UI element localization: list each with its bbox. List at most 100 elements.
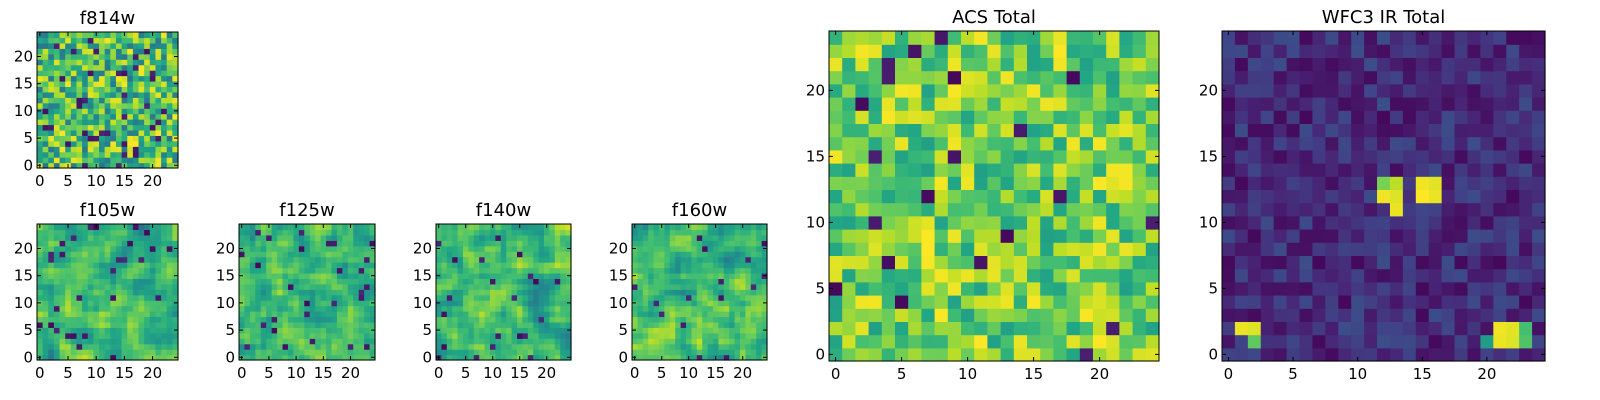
heatmap-cell: [707, 240, 714, 247]
heatmap-cell: [149, 151, 157, 158]
heatmap-cell: [1467, 189, 1481, 204]
heatmap-cell: [87, 224, 94, 231]
heatmap-cell: [1000, 215, 1015, 230]
heatmap-cell: [115, 349, 123, 356]
heatmap-cell: [1260, 347, 1275, 362]
heatmap-cell: [161, 124, 168, 131]
heatmap-cell: [1027, 136, 1041, 151]
heatmap-cell: [260, 289, 267, 296]
heatmap-cell: [691, 338, 698, 345]
heatmap-cell: [1093, 149, 1107, 164]
heatmap-cell: [527, 289, 534, 296]
heatmap-cell: [1066, 268, 1081, 283]
heatmap-cell: [544, 305, 550, 312]
heatmap-cell: [895, 136, 909, 151]
heatmap-cell: [161, 224, 168, 231]
heatmap-cell: [121, 316, 128, 323]
heatmap-cell: [1222, 136, 1236, 151]
heatmap-cell: [565, 316, 572, 323]
heatmap-cell: [104, 349, 111, 356]
heatmap-cell: [1299, 176, 1314, 190]
heatmap-cell: [155, 124, 162, 131]
heatmap-cell: [155, 229, 162, 236]
heatmap-cell: [495, 224, 502, 231]
heatmap-cell: [37, 240, 44, 247]
heatmap-cell: [664, 272, 671, 279]
heatmap-cell: [104, 140, 111, 147]
heatmap-cell: [104, 135, 111, 142]
heatmap-cell: [271, 294, 278, 301]
heatmap-cell: [76, 234, 83, 241]
heatmap-cell: [244, 338, 251, 345]
heatmap-cell: [452, 234, 459, 241]
heatmap-cell: [260, 245, 267, 252]
heatmap-cell: [42, 256, 49, 263]
heatmap-cell: [1467, 347, 1481, 362]
heatmap-cell: [947, 215, 962, 230]
heatmap-cell: [961, 136, 975, 151]
heatmap-cell: [463, 240, 469, 247]
heatmap-cell: [331, 305, 338, 312]
heatmap-cell: [369, 294, 376, 301]
heatmap-cell: [127, 311, 134, 318]
heatmap-cell: [723, 245, 730, 252]
heatmap-cell: [1312, 189, 1326, 204]
heatmap-cell: [65, 267, 72, 274]
heatmap-cell: [452, 251, 459, 258]
heatmap-cell: [680, 272, 687, 279]
heatmap-cell: [1506, 308, 1520, 322]
heatmap-cell: [468, 262, 475, 269]
heatmap-cell: [522, 224, 529, 231]
heatmap-cell: [1053, 31, 1068, 45]
heatmap-cell: [121, 332, 128, 339]
heatmap-cell: [961, 31, 975, 45]
heatmap-cell: [473, 234, 480, 241]
heatmap-cell: [691, 262, 698, 269]
heatmap-cell: [287, 251, 294, 258]
heatmap-cell: [1222, 189, 1236, 204]
heatmap-cell: [255, 311, 262, 318]
heatmap-cell: [1454, 110, 1469, 124]
heatmap-cell: [358, 316, 365, 323]
heatmap-cell: [756, 321, 763, 328]
heatmap-cell: [1053, 229, 1068, 243]
heatmap-cell: [745, 267, 752, 274]
heatmap-cell: [1145, 44, 1160, 58]
heatmap-cell: [702, 321, 709, 328]
heatmap-cell: [315, 300, 322, 307]
heatmap-cell: [1325, 97, 1339, 111]
heatmap-cell: [632, 332, 638, 339]
heatmap-cell: [1234, 44, 1249, 58]
heatmap-cell: [1493, 202, 1507, 217]
heatmap-cell: [560, 332, 567, 339]
heatmap-cell: [549, 224, 556, 231]
heatmap-cell: [127, 349, 134, 356]
heatmap-cell: [65, 294, 72, 301]
heatmap-cell: [1234, 242, 1249, 256]
heatmap-cell: [99, 97, 106, 104]
heatmap-cell: [244, 343, 251, 350]
heatmap-cell: [468, 321, 475, 328]
heatmap-cell: [271, 283, 278, 290]
heatmap-cell: [155, 354, 162, 361]
heatmap-cell: [239, 349, 246, 356]
heatmap-cell: [560, 327, 567, 334]
heatmap-cell: [138, 48, 145, 55]
axes-frame: [631, 223, 768, 361]
heatmap-cell: [1000, 176, 1015, 190]
heatmap-cell: [1132, 57, 1147, 72]
heatmap-cell: [745, 300, 752, 307]
heatmap-cell: [750, 283, 757, 290]
heatmap-cell: [1260, 31, 1275, 45]
heatmap-cell: [37, 157, 44, 164]
heatmap-cell: [696, 272, 703, 279]
heatmap-cell: [59, 86, 66, 93]
heatmap-cell: [144, 135, 151, 142]
heatmap-cell: [1415, 281, 1430, 296]
heatmap-cell: [138, 245, 145, 252]
heatmap-cell: [115, 157, 123, 164]
heatmap-cell: [718, 245, 725, 252]
heatmap-cell: [1312, 268, 1326, 283]
heatmap-cell: [127, 75, 134, 82]
heatmap-cell: [65, 278, 72, 285]
